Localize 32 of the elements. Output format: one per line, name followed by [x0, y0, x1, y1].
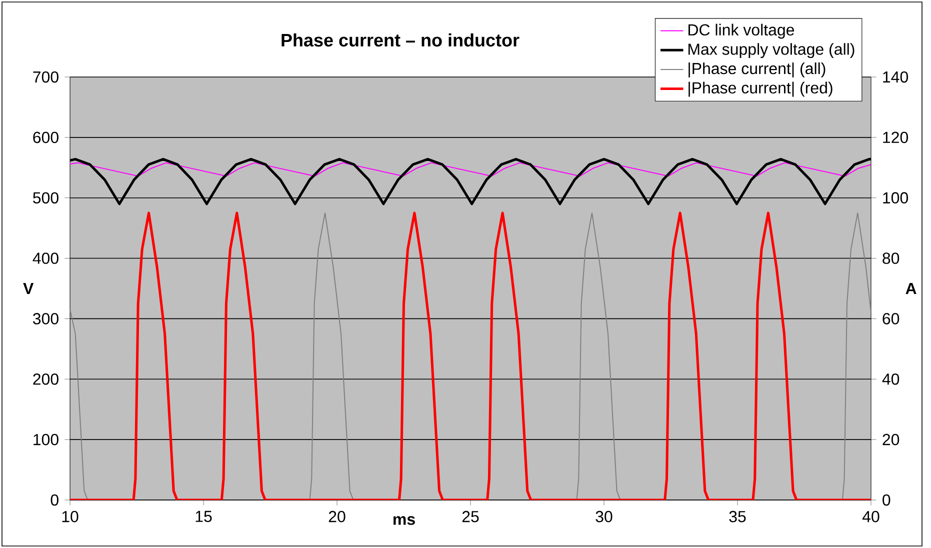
- x-tick-label: 25: [462, 510, 479, 522]
- y2-tick-label: 100: [883, 192, 908, 204]
- y-tick-label: 700: [33, 71, 58, 83]
- y-tick-label: 300: [32, 313, 58, 324]
- y2-tick-label: 0: [882, 494, 890, 506]
- x-tick-label: 35: [729, 510, 746, 522]
- x-tick-label: 20: [328, 510, 346, 522]
- y-tick-label: 500: [33, 192, 58, 204]
- y2-tick-label: 20: [882, 434, 900, 446]
- y2-tick-label: 60: [882, 313, 900, 324]
- legend-label: |Phase current| (all): [688, 62, 826, 78]
- y-tick-label: 600: [33, 132, 58, 144]
- chart-title: Phase current – no inductor: [282, 33, 520, 47]
- line-series: [70, 162, 871, 177]
- x-tick-label: 15: [196, 510, 212, 522]
- legend-label: Max supply voltage (all): [688, 43, 854, 58]
- y-tick-label: 200: [33, 373, 58, 385]
- y-tick-label: 400: [32, 252, 58, 264]
- x-tick-label: 30: [596, 510, 612, 522]
- x-tick-label: 40: [862, 510, 880, 522]
- y2-tick-label: 140: [883, 71, 908, 83]
- x-axis-title: ms: [394, 516, 415, 525]
- legend-label: DC link voltage: [688, 24, 794, 39]
- y-tick-label: 0: [50, 494, 58, 506]
- y-axis-title: V: [23, 282, 34, 294]
- y-tick-label: 100: [34, 434, 58, 446]
- y2-tick-label: 120: [883, 132, 908, 144]
- x-tick-label: 10: [62, 510, 78, 522]
- y2-axis-title: A: [906, 282, 916, 294]
- y2-tick-label: 40: [882, 373, 900, 385]
- y2-tick-label: 80: [882, 252, 900, 264]
- legend-label: |Phase current| (red): [688, 82, 832, 97]
